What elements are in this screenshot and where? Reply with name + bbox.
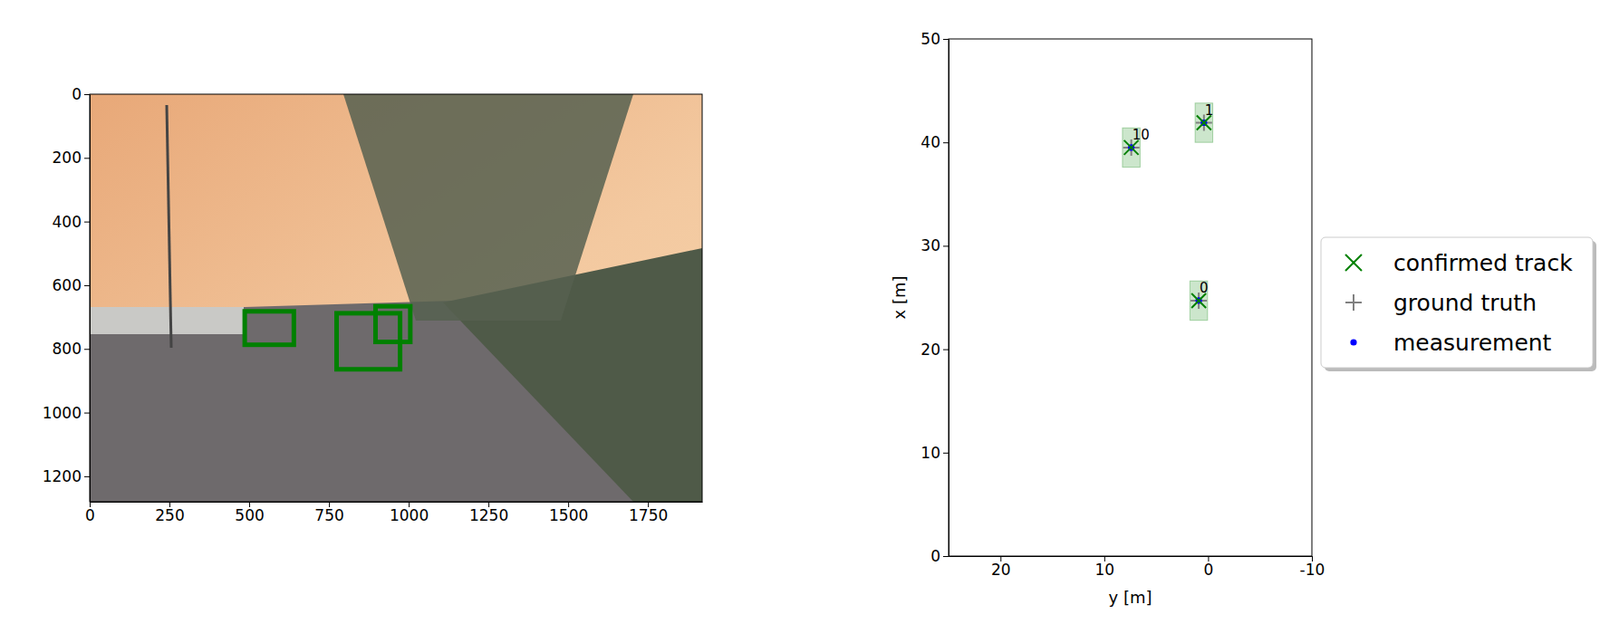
tick: 200 [52, 148, 90, 167]
tick: 10 [920, 443, 949, 463]
tick-label: 800 [52, 339, 82, 358]
legend-marker [1345, 254, 1362, 271]
tick-label: 0 [1204, 560, 1215, 579]
legend-box [1320, 237, 1593, 368]
tick-mark [84, 221, 90, 223]
x-axis: 0 250 500 750 1000 1250 1500 1750 [85, 501, 703, 525]
tick-mark [943, 38, 949, 40]
y-axis: 0 200 400 600 800 1000 1200 [42, 85, 91, 503]
tick: 40 [920, 133, 949, 152]
frame [89, 94, 703, 502]
y-axis-title: x [m] [889, 276, 909, 320]
tick: 750 [314, 501, 344, 525]
axis-line [948, 39, 950, 558]
boxes [244, 306, 411, 370]
trees [343, 94, 634, 321]
tick: 1500 [549, 501, 588, 525]
wall [89, 307, 244, 335]
tick-label: 1200 [42, 467, 82, 486]
tick-mark [84, 285, 90, 287]
plot-area [1122, 103, 1214, 321]
track-label: 1 [1204, 102, 1215, 119]
legend-marker [1345, 294, 1362, 311]
tick: 400 [52, 212, 90, 232]
tick-label: 10 [1095, 560, 1116, 579]
x-axis: 20 10 0 -10 [949, 556, 1326, 579]
legend-label: confirmed track [1393, 250, 1573, 277]
tick-label: 600 [52, 276, 82, 295]
tick: 600 [52, 276, 90, 295]
tick-label: 400 [52, 212, 82, 232]
tick: -10 [1300, 556, 1326, 579]
tick-label: 20 [920, 340, 941, 359]
tick-label: 40 [920, 133, 941, 152]
legend-label: ground truth [1393, 289, 1537, 317]
tick-label: 500 [234, 506, 264, 525]
tick-mark [943, 142, 949, 144]
tick-mark [943, 556, 949, 558]
annotations: 0 1 10 [1132, 102, 1215, 297]
axis-line [949, 556, 1313, 558]
axis-line [89, 95, 91, 503]
tick-mark [84, 476, 90, 478]
tick: 0 [71, 85, 90, 104]
tick-mark [84, 157, 90, 159]
tick: 250 [154, 501, 184, 525]
tick-label: 0 [930, 547, 941, 566]
tick-label: 1000 [42, 404, 82, 423]
tick: 0 [1204, 556, 1215, 579]
tick-label: 0 [71, 85, 82, 104]
tick-mark [943, 453, 949, 454]
tick: 1250 [469, 501, 509, 525]
bounding-box [375, 306, 410, 342]
tick-label: 1000 [389, 506, 429, 525]
track-label: 0 [1199, 279, 1209, 297]
tick-label: 250 [154, 506, 184, 525]
pole [166, 105, 172, 348]
legend-label: measurement [1393, 329, 1552, 357]
tick-mark [84, 94, 90, 96]
tick-label: -10 [1300, 560, 1326, 579]
tick-label: 1500 [549, 506, 588, 525]
axis-line [90, 501, 704, 503]
tick-mark [84, 348, 90, 350]
y-axis: 0 10 20 30 40 50 [920, 29, 949, 566]
tick: 0 [85, 501, 96, 525]
tick: 1000 [42, 404, 90, 423]
image-area [89, 94, 703, 502]
tick-label: 200 [52, 148, 82, 167]
figure: 0250500750100012501500175002004006008001… [0, 0, 1600, 624]
legend: confirmed track ground truth measurement [1320, 237, 1597, 372]
tick: 1200 [42, 467, 90, 486]
tick-mark [84, 413, 90, 415]
tick-label: 1250 [469, 506, 509, 525]
legend-marker [1349, 338, 1357, 346]
tick: 10 [1095, 556, 1116, 579]
tick: 500 [234, 501, 264, 525]
tick: 50 [920, 29, 949, 49]
tick: 30 [920, 236, 949, 255]
tick: 20 [920, 340, 949, 359]
tick: 0 [930, 547, 949, 566]
tick-mark [943, 349, 949, 351]
tick: 1750 [628, 501, 668, 525]
tick: 1000 [389, 501, 429, 525]
track-label: 10 [1132, 126, 1150, 144]
sky [89, 94, 703, 502]
frame [948, 38, 1312, 557]
tick-label: 50 [920, 29, 941, 49]
tick-label: 10 [920, 443, 941, 463]
x-axis-title: y [m] [1108, 587, 1153, 608]
tick: 20 [991, 556, 1012, 579]
bounding-box [244, 311, 294, 346]
tick-label: 750 [314, 506, 344, 525]
tick-label: 0 [85, 506, 96, 525]
tick-mark [943, 245, 949, 247]
tick-label: 30 [920, 236, 941, 255]
tick: 800 [52, 339, 90, 358]
tick-label: 20 [991, 560, 1012, 579]
tick-label: 1750 [628, 506, 668, 525]
